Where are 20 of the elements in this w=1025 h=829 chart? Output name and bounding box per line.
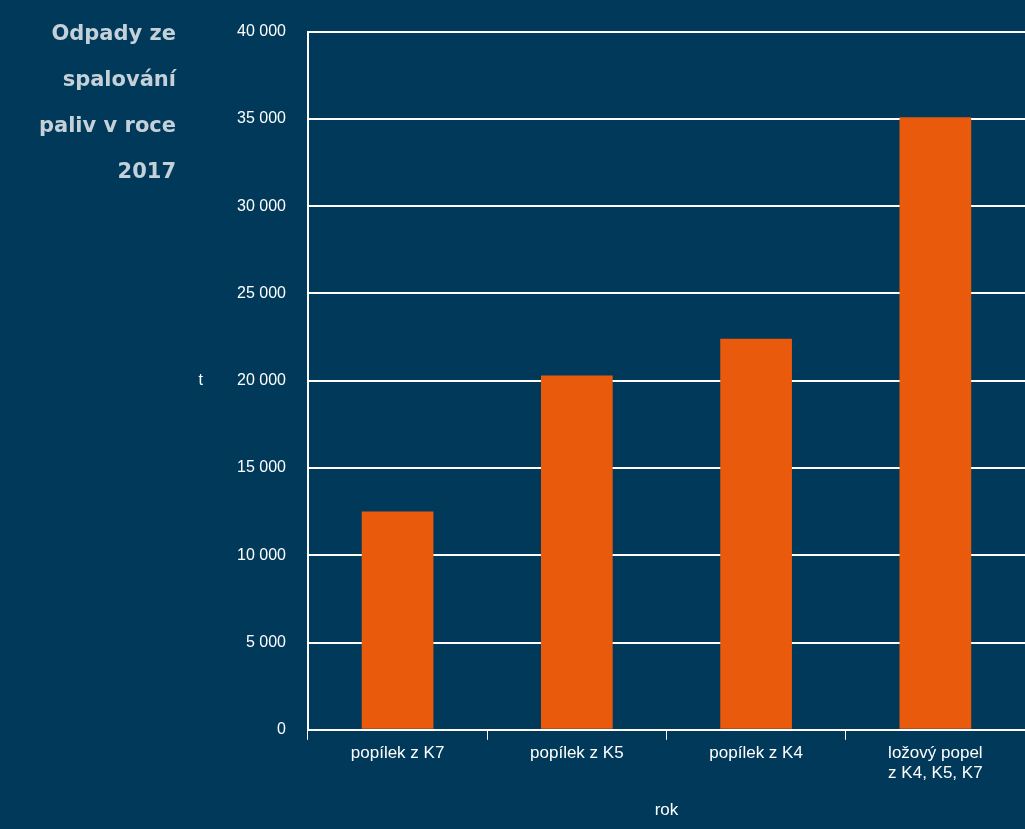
x-tick-label: ložový popel z K4, K5, K7 (888, 742, 983, 783)
bar (361, 511, 434, 729)
x-tick-label: popílek z K5 (530, 742, 624, 762)
y-tick-label: 15 000 (237, 458, 287, 476)
x-tick-label: popílek z K4 (709, 742, 803, 762)
y-tick-label: 10 000 (237, 545, 287, 563)
bar (899, 117, 972, 729)
bar (540, 375, 613, 729)
y-tick-label: 0 (277, 720, 287, 738)
text: Odpady ze spalování paliv v roce 2017 (37, 20, 176, 185)
y-tick-label: 30 000 (237, 196, 287, 214)
y-tick-label: 40 000 (237, 22, 287, 40)
y-tick-label: 35 000 (237, 109, 287, 127)
x-tick-label: popílek z K7 (350, 742, 445, 762)
x-axis-title: rok (654, 800, 679, 820)
y-axis-title: t (198, 371, 204, 389)
y-tick-label: 5 000 (245, 632, 287, 650)
bar (720, 338, 792, 729)
y-tick-label: 20 000 (237, 371, 287, 389)
y-tick-label: 25 000 (237, 283, 287, 301)
